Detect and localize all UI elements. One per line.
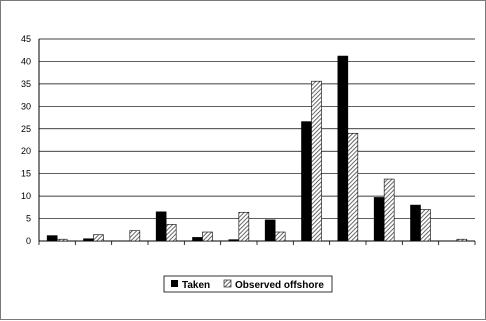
y-tick-label: 0 bbox=[26, 236, 31, 246]
y-tick-label: 20 bbox=[21, 146, 31, 156]
bar-observed-offshore bbox=[165, 224, 177, 242]
bar-observed-offshore bbox=[347, 132, 359, 242]
bar-observed-offshore bbox=[56, 238, 68, 242]
bar-taken bbox=[301, 121, 312, 242]
bar-observed-offshore bbox=[383, 178, 395, 242]
legend-box bbox=[163, 275, 333, 293]
bar-taken bbox=[410, 204, 421, 242]
bar-taken bbox=[264, 219, 276, 242]
bar-taken bbox=[83, 238, 94, 242]
y-tick-label: 35 bbox=[21, 79, 31, 89]
y-tick-label: 5 bbox=[26, 214, 31, 224]
legend-swatch-taken bbox=[171, 280, 178, 287]
gridlines bbox=[39, 38, 475, 219]
bar-observed-offshore bbox=[202, 231, 213, 242]
bar-observed-offshore bbox=[238, 211, 250, 242]
bar-observed-offshore bbox=[420, 209, 431, 242]
bar-observed-offshore bbox=[129, 230, 141, 242]
bar-observed-offshore bbox=[274, 231, 286, 242]
legend-label-taken: Taken bbox=[182, 280, 210, 291]
bar-observed-offshore bbox=[456, 238, 468, 242]
bar-taken bbox=[337, 55, 349, 242]
legend-swatch-observed-offshore bbox=[223, 279, 232, 288]
bar-taken bbox=[228, 239, 240, 242]
y-tick-label: 15 bbox=[21, 169, 31, 179]
legend-label-observed-offshore: Observed offshore bbox=[235, 280, 324, 291]
bar-taken bbox=[373, 197, 385, 242]
y-tick-label: 25 bbox=[21, 124, 31, 134]
bar-taken bbox=[192, 237, 203, 242]
bar-taken bbox=[46, 235, 58, 242]
y-tick-label: 10 bbox=[21, 191, 31, 201]
axes: 0 5 10 15 20 25 30 35 40 45 bbox=[21, 34, 476, 246]
y-tick-label: 40 bbox=[21, 56, 31, 66]
y-tick-label: 30 bbox=[21, 101, 31, 111]
bar-observed-offshore bbox=[311, 80, 322, 242]
bar-taken bbox=[155, 211, 167, 242]
legend: Taken Observed offshore bbox=[163, 275, 333, 293]
bars bbox=[46, 55, 468, 242]
y-tick-label: 45 bbox=[21, 34, 31, 44]
bar-observed-offshore bbox=[93, 234, 104, 242]
